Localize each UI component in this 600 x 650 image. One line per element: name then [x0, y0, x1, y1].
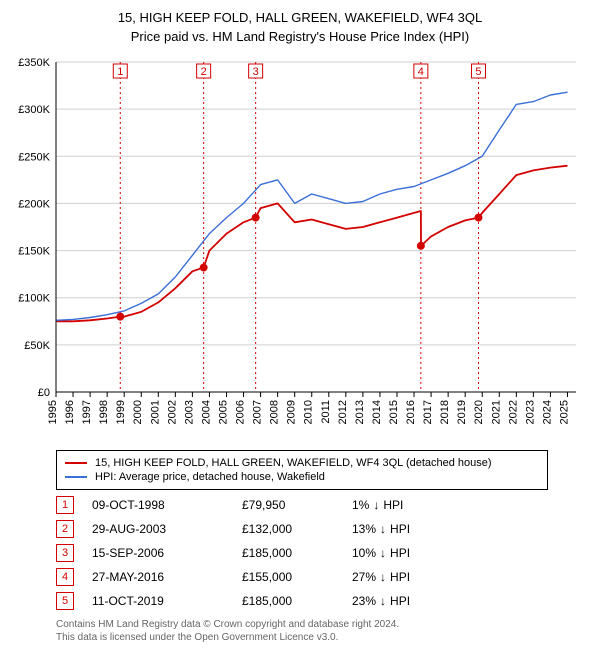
legend-swatch-hpi [65, 476, 87, 478]
svg-text:2019: 2019 [456, 400, 468, 424]
price-chart: £0 £50K £100K £150K £200K £250K £300K £350K 1995… [10, 52, 590, 442]
svg-text:2007: 2007 [252, 400, 264, 424]
svg-text:2001: 2001 [149, 400, 161, 424]
svg-text:£50K: £50K [24, 340, 50, 352]
sale-price: £185,000 [242, 594, 352, 608]
svg-text:2011: 2011 [320, 400, 332, 424]
svg-text:1999: 1999 [115, 400, 127, 424]
svg-text:2004: 2004 [200, 400, 212, 424]
svg-text:2024: 2024 [541, 400, 553, 424]
sale-price: £155,000 [242, 570, 352, 584]
svg-text:2018: 2018 [439, 400, 451, 424]
svg-text:2005: 2005 [217, 400, 229, 424]
svg-text:2021: 2021 [490, 400, 502, 424]
svg-text:2010: 2010 [303, 400, 315, 424]
sale-marker: 2 [56, 520, 74, 538]
legend-item-hpi: HPI: Average price, detached house, Wake… [65, 471, 539, 483]
sale-date: 29-AUG-2003 [92, 522, 242, 536]
svg-text:2016: 2016 [405, 400, 417, 424]
legend-label-hpi: HPI: Average price, detached house, Wake… [95, 471, 325, 483]
down-arrow-icon: ↓ [373, 498, 379, 512]
svg-text:£350K: £350K [18, 57, 50, 69]
sale-diff: 1% ↓ HPI [352, 498, 403, 512]
legend: 15, HIGH KEEP FOLD, HALL GREEN, WAKEFIEL… [56, 450, 548, 490]
svg-text:1998: 1998 [98, 400, 110, 424]
svg-text:2023: 2023 [524, 400, 536, 424]
down-arrow-icon: ↓ [380, 594, 386, 608]
svg-text:£300K: £300K [18, 104, 50, 116]
svg-text:£100K: £100K [18, 293, 50, 305]
footer: Contains HM Land Registry data © Crown c… [56, 618, 530, 644]
svg-text:1995: 1995 [47, 400, 59, 424]
sale-date: 09-OCT-1998 [92, 498, 242, 512]
svg-text:2013: 2013 [354, 400, 366, 424]
sale-diff: 23% ↓ HPI [352, 594, 410, 608]
svg-text:2020: 2020 [473, 400, 485, 424]
sale-price: £185,000 [242, 546, 352, 560]
sale-price: £79,950 [242, 498, 352, 512]
down-arrow-icon: ↓ [380, 546, 386, 560]
sales-row: 2 29-AUG-2003£132,00013% ↓ HPI [56, 520, 530, 538]
svg-text:2002: 2002 [166, 400, 178, 424]
svg-text:£200K: £200K [18, 198, 50, 210]
svg-text:2022: 2022 [507, 400, 519, 424]
footer-line2: This data is licensed under the Open Gov… [56, 631, 530, 644]
svg-text:2017: 2017 [422, 400, 434, 424]
sale-marker: 5 [56, 592, 74, 610]
svg-text:4: 4 [418, 66, 424, 78]
page-title-line2: Price paid vs. HM Land Registry's House … [10, 29, 590, 44]
page-title-line1: 15, HIGH KEEP FOLD, HALL GREEN, WAKEFIEL… [10, 10, 590, 25]
svg-text:2025: 2025 [558, 400, 570, 424]
svg-text:2003: 2003 [183, 400, 195, 424]
sale-diff: 10% ↓ HPI [352, 546, 410, 560]
sale-marker: 3 [56, 544, 74, 562]
svg-text:£250K: £250K [18, 151, 50, 163]
chart-area: £0 £50K £100K £150K £200K £250K £300K £350K 1995… [10, 52, 590, 442]
legend-swatch-property [65, 462, 87, 464]
svg-text:2014: 2014 [371, 400, 383, 424]
svg-text:2: 2 [201, 66, 207, 78]
sales-row: 1 09-OCT-1998£79,9501% ↓ HPI [56, 496, 530, 514]
sale-marker: 4 [56, 568, 74, 586]
sale-date: 27-MAY-2016 [92, 570, 242, 584]
svg-text:2008: 2008 [269, 400, 281, 424]
svg-text:2012: 2012 [337, 400, 349, 424]
sales-row: 5 11-OCT-2019£185,00023% ↓ HPI [56, 592, 530, 610]
svg-text:5: 5 [475, 66, 481, 78]
legend-label-property: 15, HIGH KEEP FOLD, HALL GREEN, WAKEFIEL… [95, 457, 492, 469]
svg-text:£150K: £150K [18, 246, 50, 258]
svg-text:2000: 2000 [132, 400, 144, 424]
svg-text:2006: 2006 [235, 400, 247, 424]
sales-row: 3 15-SEP-2006£185,00010% ↓ HPI [56, 544, 530, 562]
sales-table: 109-OCT-1998£79,9501% ↓ HPI229-AUG-2003£… [56, 496, 530, 610]
sale-marker: 1 [56, 496, 74, 514]
svg-text:1996: 1996 [64, 400, 76, 424]
sale-diff: 27% ↓ HPI [352, 570, 410, 584]
legend-item-property: 15, HIGH KEEP FOLD, HALL GREEN, WAKEFIEL… [65, 457, 539, 469]
sale-date: 11-OCT-2019 [92, 594, 242, 608]
down-arrow-icon: ↓ [380, 570, 386, 584]
sale-diff: 13% ↓ HPI [352, 522, 410, 536]
sale-date: 15-SEP-2006 [92, 546, 242, 560]
svg-text:2015: 2015 [388, 400, 400, 424]
svg-text:1: 1 [117, 66, 123, 78]
svg-text:£0: £0 [38, 387, 50, 399]
svg-text:3: 3 [253, 66, 259, 78]
footer-line1: Contains HM Land Registry data © Crown c… [56, 618, 530, 631]
svg-text:2009: 2009 [286, 400, 298, 424]
sales-row: 4 27-MAY-2016£155,00027% ↓ HPI [56, 568, 530, 586]
down-arrow-icon: ↓ [380, 522, 386, 536]
sale-price: £132,000 [242, 522, 352, 536]
svg-text:1997: 1997 [81, 400, 93, 424]
